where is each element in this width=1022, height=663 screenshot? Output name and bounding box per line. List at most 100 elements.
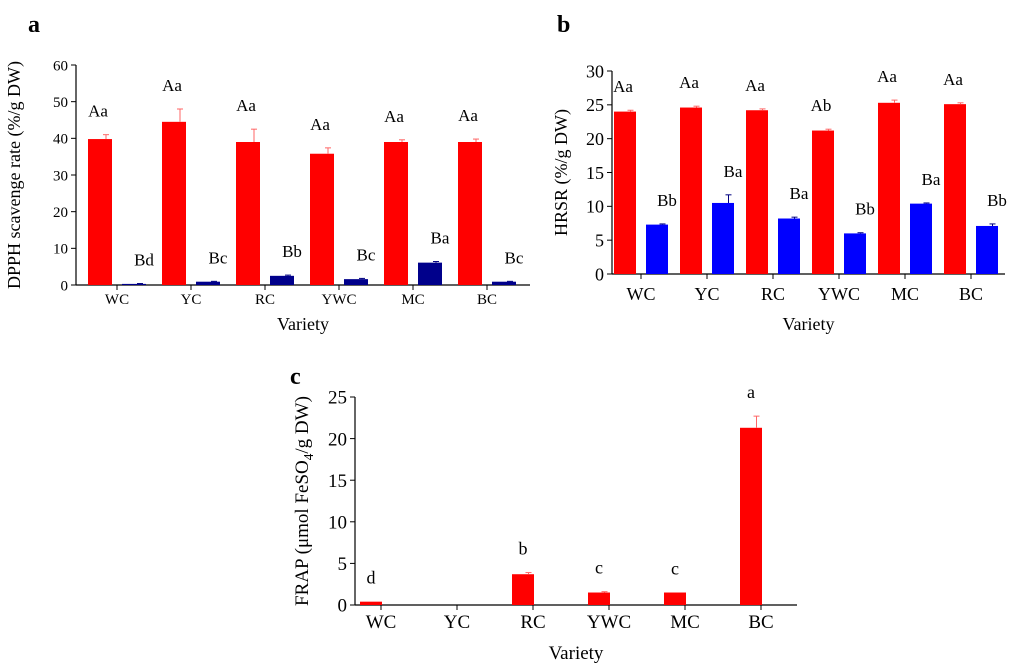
bar-annotation: Bc — [209, 248, 228, 267]
bar-annotation: Bc — [505, 248, 524, 267]
bar-a-MC-s1 — [384, 142, 408, 285]
bar-annotation: b — [519, 539, 528, 559]
bar-a-BC-s2 — [492, 281, 516, 285]
bar-a-WC-s2 — [122, 283, 146, 285]
x-tick-label: MC — [401, 292, 424, 308]
x-axis-title-a: Variety — [277, 314, 329, 334]
chart-panel-b: 0 5 10 15 20 25 30 Aa Bb WC Aa Ba YC Aa Ba RC Ab Bb YWC Aa B… — [551, 61, 1007, 334]
bar-annotation: d — [367, 568, 376, 588]
y-axis-title-b: HRSR (%/g DW) — [551, 109, 572, 236]
x-tick-label: RC — [255, 292, 275, 308]
y-tick-label: 20 — [328, 429, 347, 450]
bar-b-YC-s1 — [680, 107, 702, 274]
bar-annotation: Bc — [357, 245, 376, 264]
x-tick-label: BC — [748, 612, 773, 633]
y-axis-title-a: DPPH scavenge rate (%/g DW) — [4, 61, 25, 289]
y-tick-label: 20 — [53, 205, 68, 221]
bar-b-YC-s2 — [712, 202, 734, 274]
bar-a-YWC-s1 — [310, 153, 334, 285]
bar-a-MC-s2 — [418, 262, 442, 285]
x-tick-label: RC — [520, 612, 545, 633]
bar-b-RC-s2 — [778, 218, 800, 274]
y-tick-label: 40 — [53, 132, 68, 148]
bar-a-RC-s2 — [270, 275, 294, 285]
bar-a-WC-s1 — [88, 139, 112, 285]
bar-a-YWC-s2 — [344, 279, 368, 285]
bar-c-BC-s1 — [740, 427, 762, 605]
y-tick-label: 10 — [53, 242, 68, 258]
y-tick-label: 20 — [586, 129, 604, 149]
bar-c-MC-s1 — [664, 592, 686, 605]
bar-b-YWC-s2 — [844, 233, 866, 274]
bar-b-BC-s1 — [944, 104, 966, 274]
bar-c-YWC-s1 — [588, 592, 610, 605]
y-tick-label: 0 — [595, 264, 604, 284]
bar-b-YWC-s1 — [812, 130, 834, 274]
bar-annotation: Ba — [431, 229, 450, 248]
x-tick-label: WC — [366, 612, 397, 633]
y-tick-label: 25 — [328, 388, 347, 409]
bar-annotation: Aa — [877, 67, 897, 86]
bar-b-MC-s2 — [910, 203, 932, 274]
bar-annotation: Bd — [134, 251, 154, 270]
panel-letter-a: a — [28, 12, 40, 38]
y-tick-label: 25 — [586, 95, 604, 115]
bar-annotation: Aa — [310, 115, 330, 134]
bar-annotation: Aa — [88, 102, 108, 121]
panel-letter-b: b — [557, 12, 570, 38]
bar-annotation: Aa — [458, 106, 478, 125]
x-tick-label: YC — [694, 284, 719, 304]
bar-b-RC-s1 — [746, 110, 768, 274]
bar-b-WC-s2 — [646, 224, 668, 274]
x-tick-label: MC — [891, 284, 919, 304]
bar-annotation: c — [671, 559, 679, 579]
x-tick-label: YC — [181, 292, 202, 308]
y-axis-title-c: FRAP (μmol FeSO4/g DW) — [292, 396, 316, 606]
bar-annotation: Ab — [811, 96, 832, 115]
bar-annotation: Aa — [745, 76, 765, 95]
bar-b-MC-s1 — [878, 102, 900, 274]
y-tick-label: 15 — [586, 163, 604, 183]
bar-c-WC-s1 — [360, 601, 382, 605]
bar-annotation: Aa — [384, 107, 404, 126]
y-tick-label: 30 — [53, 168, 68, 184]
y-tick-label: 60 — [53, 58, 68, 74]
x-tick-label: YWC — [818, 284, 860, 304]
bar-annotation: Aa — [943, 70, 963, 89]
y-tick-label: 15 — [328, 471, 347, 492]
y-tick-label: 10 — [328, 512, 347, 533]
x-tick-label: YWC — [322, 292, 357, 308]
bar-b-WC-s1 — [614, 111, 636, 274]
x-tick-label: WC — [627, 284, 656, 304]
bar-annotation: c — [595, 558, 603, 578]
bar-annotation: Aa — [679, 73, 699, 92]
bar-annotation: a — [747, 382, 755, 402]
bar-a-YC-s1 — [162, 121, 186, 285]
bar-b-BC-s2 — [976, 225, 998, 274]
y-tick-label: 5 — [338, 554, 348, 575]
x-tick-label: BC — [477, 292, 497, 308]
chart-panel-c: 0 5 10 15 20 25 d WC YC b RC c YWC c MC a BC Variety FRAP … — [292, 382, 797, 663]
x-axis-title-c: Variety — [549, 643, 604, 663]
bar-annotation: Aa — [162, 76, 182, 95]
x-tick-label: YWC — [587, 612, 631, 633]
bar-annotation: Ba — [724, 162, 743, 181]
y-tick-label: 5 — [595, 230, 604, 250]
y-tick-label: 30 — [586, 61, 604, 81]
y-tick-label: 0 — [61, 278, 69, 294]
bar-annotation: Bb — [987, 191, 1007, 210]
x-tick-label: WC — [105, 292, 129, 308]
bar-annotation: Bb — [657, 191, 677, 210]
bar-annotation: Ba — [790, 184, 809, 203]
bar-annotation: Aa — [236, 96, 256, 115]
bar-annotation: Aa — [613, 77, 633, 96]
x-tick-label: BC — [959, 284, 983, 304]
y-tick-label: 0 — [338, 596, 348, 617]
bar-annotation: Bb — [282, 242, 302, 261]
x-tick-label: RC — [761, 284, 785, 304]
y-tick-label: 50 — [53, 95, 68, 111]
bar-a-RC-s1 — [236, 142, 260, 285]
panel-letter-c: c — [290, 364, 301, 390]
x-tick-label: MC — [670, 612, 700, 633]
